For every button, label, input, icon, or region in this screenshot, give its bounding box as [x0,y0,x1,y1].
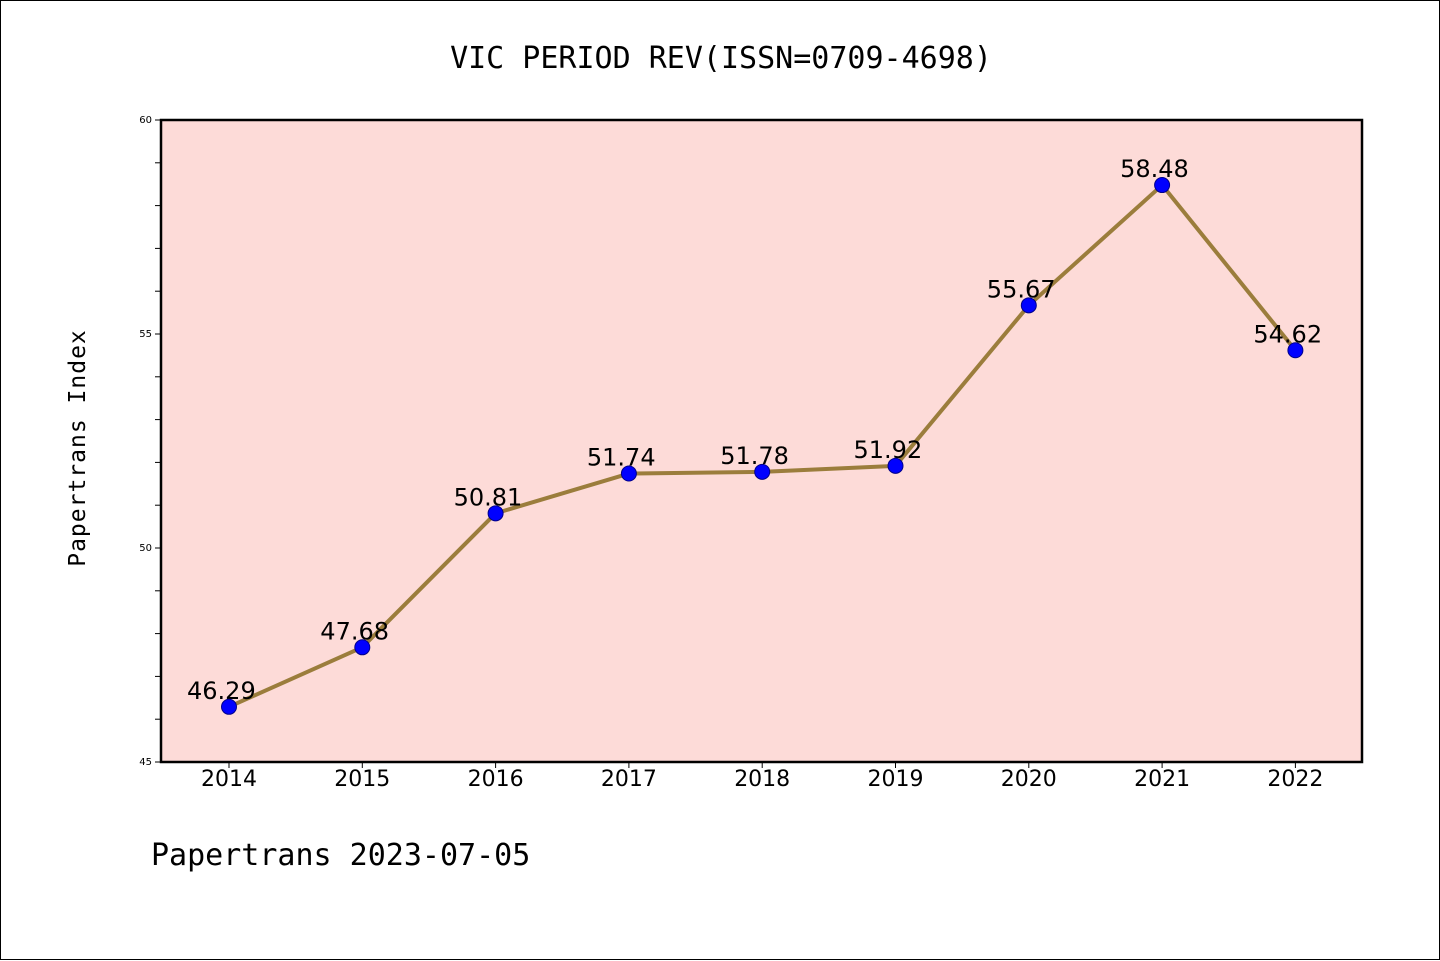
x-tick-label: 2017 [601,767,657,792]
chart-footer: Papertrans 2023-07-05 [151,838,530,873]
plot-area: 45 50 55 60 2014 2015 2016 2017 2018 2019 2020 2021… [139,115,1364,792]
x-tick-label: 2015 [334,767,390,792]
data-label: 51.78 [720,442,789,470]
y-tick-label: 55 [139,329,152,340]
data-label: 54.62 [1253,320,1322,348]
x-tick-label: 2020 [1001,767,1057,792]
data-point [754,463,771,480]
data-point [620,465,637,482]
data-label: 47.68 [320,617,389,645]
y-tick-label: 45 [139,757,152,768]
y-tick-label: 60 [139,115,152,126]
data-label: 51.74 [587,444,656,472]
data-label: 58.48 [1120,155,1189,183]
data-label: 46.29 [187,677,256,705]
y-axis-label: Papertrans Index [65,329,91,567]
data-label: 50.81 [454,483,523,511]
x-tick-label: 2016 [468,767,524,792]
x-tick-label: 2022 [1267,767,1323,792]
x-tick-label: 2014 [201,767,257,792]
data-point [1154,177,1171,194]
data-label: 55.67 [987,275,1056,303]
data-point [487,505,504,522]
x-tick-label: 2019 [868,767,924,792]
y-tick-label: 50 [139,543,152,554]
plot-border [159,118,1364,764]
x-tick-label: 2018 [734,767,790,792]
data-point [887,457,904,474]
data-point [354,639,371,656]
data-point [1020,297,1037,314]
x-tick-label: 2021 [1134,767,1190,792]
chart-title: VIC PERIOD REV(ISSN=0709-4698) [450,41,992,76]
data-label: 51.92 [854,436,923,464]
data-point [221,698,237,715]
data-point [1287,342,1304,359]
